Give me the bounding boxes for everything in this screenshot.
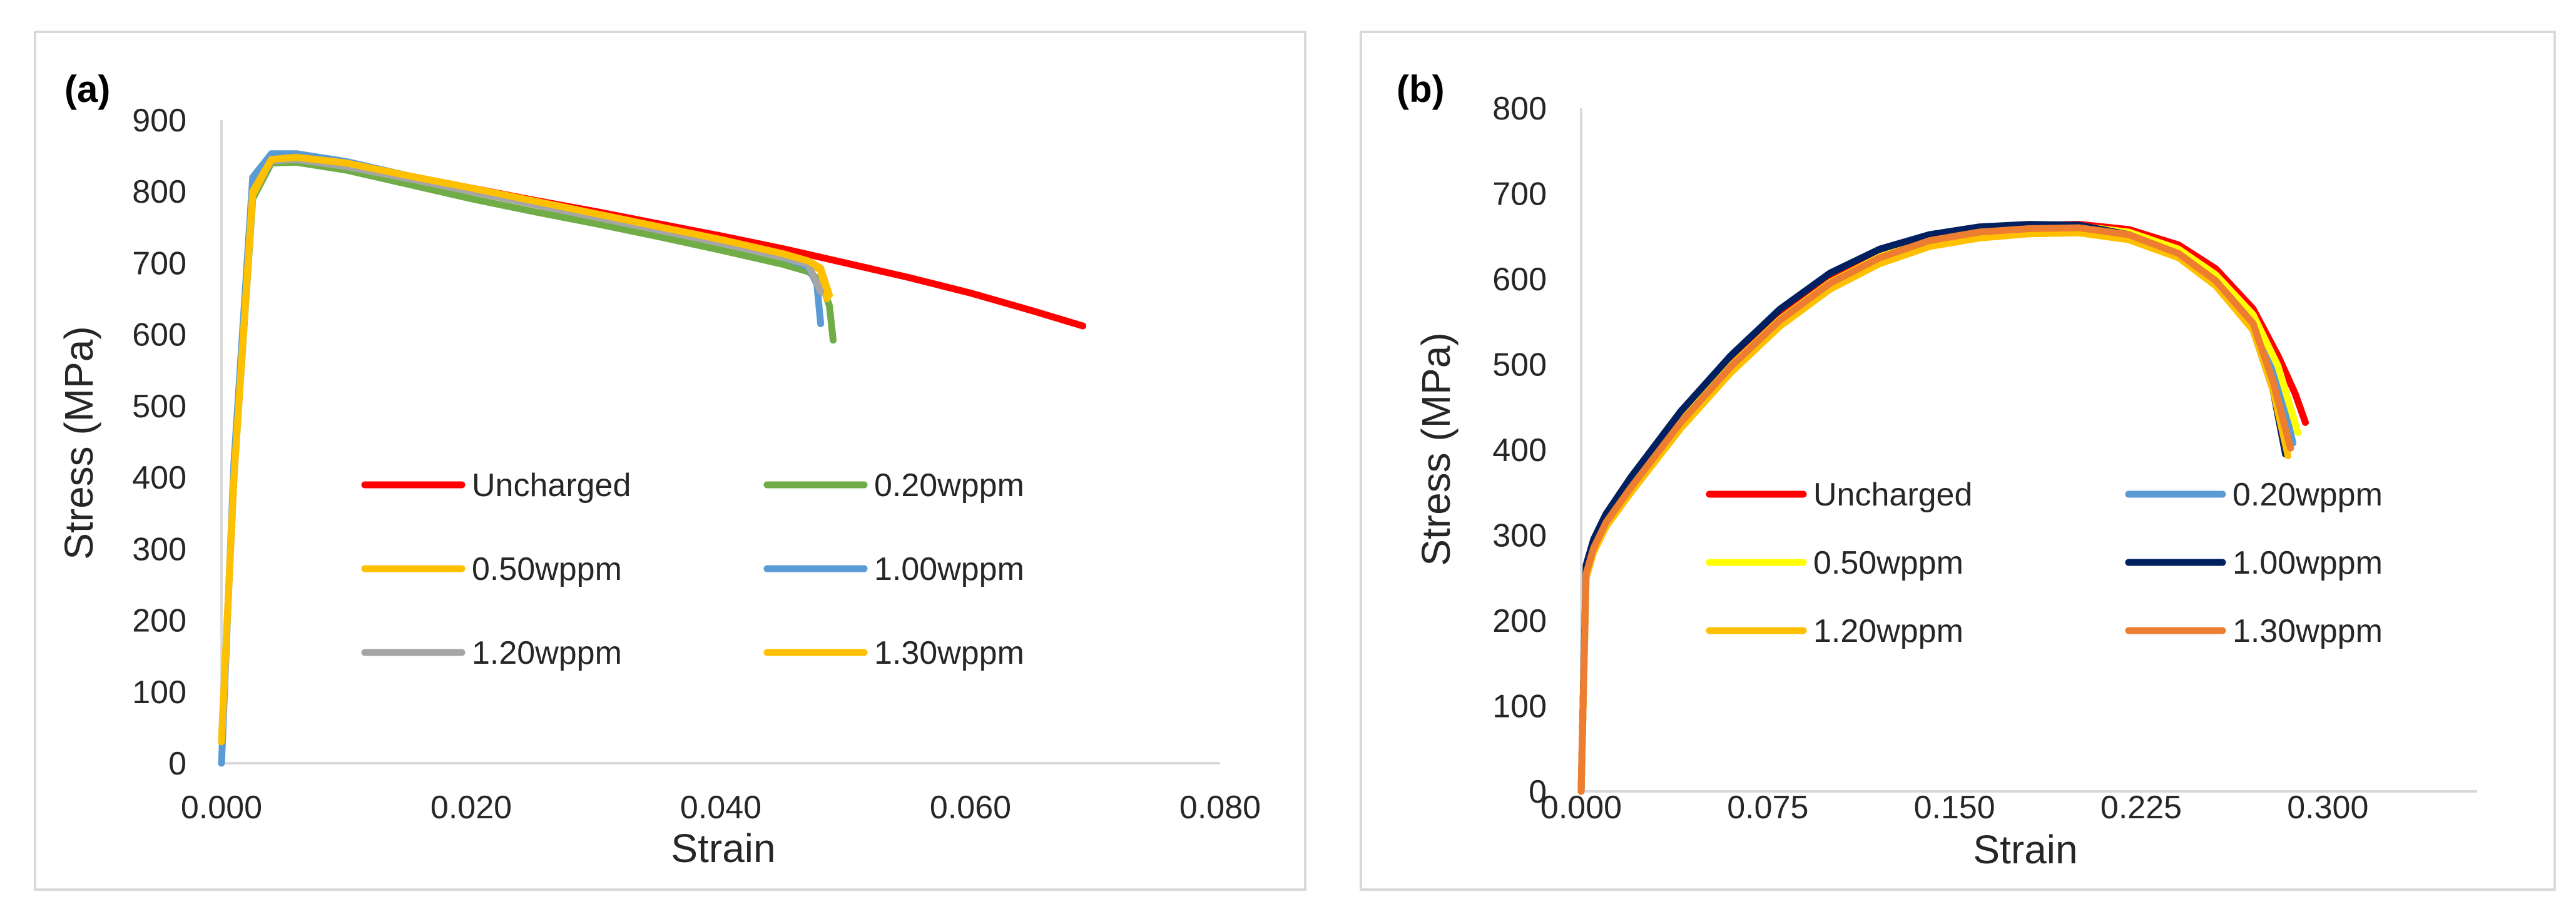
x-axis-title: Strain: [671, 826, 775, 871]
y-axis-title: Stress (MPa): [1413, 332, 1459, 566]
legend-label: 1.30wppm: [874, 635, 1024, 671]
y-tick-label: 0: [168, 746, 186, 782]
y-tick-label: 200: [1492, 603, 1547, 639]
y-tick-label: 300: [1492, 518, 1547, 554]
y-tick-label: 600: [132, 317, 186, 353]
y-tick-label: 400: [1492, 432, 1547, 469]
legend-label: 1.30wppm: [2232, 613, 2383, 649]
chart-panel-b: 0 100 200 300 400 500 600 700 800 0.000 0.075 0.150…: [1360, 31, 2556, 891]
chart-b: 0 100 200 300 400 500 600 700 800 0.000 0.075 0.150…: [1397, 68, 2477, 872]
x-tick-label: 0.150: [1914, 790, 1995, 826]
y-tick-label: 200: [132, 603, 186, 639]
x-axis-title: Strain: [1973, 827, 2077, 872]
x-tick-label: 0.040: [680, 790, 761, 826]
x-tick-label: 0.080: [1179, 790, 1261, 826]
y-tick-label: 800: [1492, 91, 1547, 127]
y-tick-label: 0: [1529, 774, 1547, 810]
series-line: [1577, 224, 2294, 795]
legend-label: 0.50wppm: [1813, 545, 1963, 581]
x-tick-label: 0.000: [1540, 790, 1622, 826]
panel-label: (a): [64, 68, 110, 110]
panel-label: (b): [1397, 68, 1445, 110]
x-tick-label: 0.020: [430, 790, 512, 826]
x-tick-label: 0.225: [2100, 790, 2182, 826]
y-tick-label: 900: [132, 103, 186, 139]
chart-panel-a: 0 100 200 300 400 500 600 700 800 900 0.000 0.020 0.…: [34, 31, 1306, 891]
legend-label: 1.00wppm: [874, 551, 1024, 587]
x-tick-label: 0.300: [2287, 790, 2368, 826]
legend-label: 1.00wppm: [2232, 545, 2383, 581]
y-tick-label: 700: [132, 245, 186, 282]
legend-label: 1.20wppm: [472, 635, 622, 671]
legend-label: 0.50wppm: [472, 551, 622, 587]
legend-label: 0.20wppm: [874, 467, 1024, 504]
chart-a: 0 100 200 300 400 500 600 700 800 900 0.000 0.020 0.…: [56, 68, 1261, 871]
series-line: [218, 153, 833, 746]
y-tick-label: 800: [132, 174, 186, 210]
x-tick-label: 0.060: [930, 790, 1011, 826]
y-tick-label: 500: [132, 388, 186, 425]
x-tick-label: 0.000: [181, 790, 262, 826]
y-axis-title: Stress (MPa): [56, 326, 101, 559]
y-tick-label: 100: [1492, 689, 1547, 725]
legend-label: Uncharged: [1813, 477, 1972, 513]
y-tick-label: 400: [132, 460, 186, 496]
y-tick-label: 100: [132, 674, 186, 711]
y-tick-label: 600: [1492, 261, 1547, 298]
legend-label: Uncharged: [472, 467, 631, 504]
legend-label: 0.20wppm: [2232, 477, 2383, 513]
x-tick-label: 0.075: [1727, 790, 1808, 826]
y-tick-label: 700: [1492, 176, 1547, 213]
legend-label: 1.20wppm: [1813, 613, 1963, 649]
y-tick-label: 500: [1492, 347, 1547, 383]
y-tick-label: 300: [132, 531, 186, 567]
